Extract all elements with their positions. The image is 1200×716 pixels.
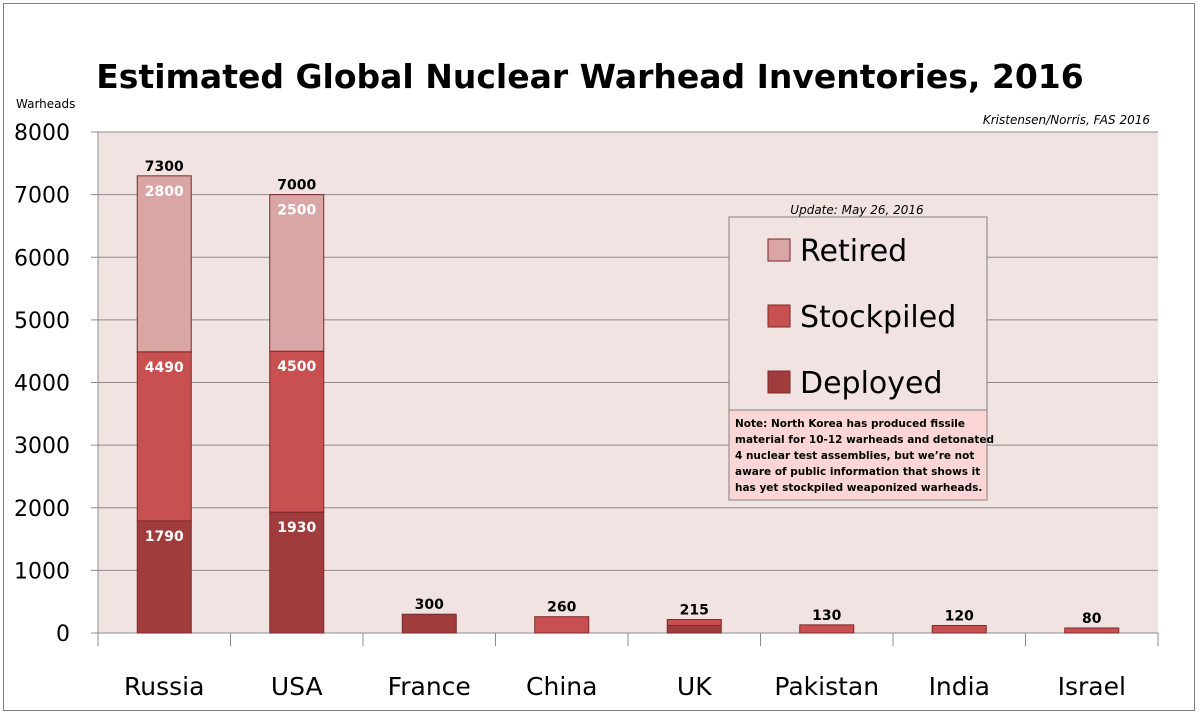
bar-france-deployed xyxy=(401,613,457,634)
y-tick-label: 8000 xyxy=(14,121,70,146)
total-label: 7000 xyxy=(277,178,316,194)
segment-label: 4500 xyxy=(277,359,316,375)
segment-label: 4490 xyxy=(145,360,184,376)
y-tick-label: 3000 xyxy=(14,434,70,459)
total-label: 120 xyxy=(945,608,974,624)
x-tick-label: Russia xyxy=(124,672,204,701)
y-tick-label: 6000 xyxy=(14,246,70,271)
note-box xyxy=(728,409,988,501)
x-axis: Russia USA France China UK Pakistan India Israe… xyxy=(97,633,1159,701)
data-labels: 1790 4490 2800 7300 1930 4500 2500 7000 300 260 21… xyxy=(145,159,1102,627)
bar-india-stockpiled xyxy=(931,624,987,634)
x-tick-label: France xyxy=(388,672,471,701)
y-tick-label: 2000 xyxy=(14,497,70,522)
source-credit: Kristensen/Norris, FAS 2016 xyxy=(983,113,1151,127)
chart-title: Estimated Global Nuclear Warhead Invento… xyxy=(96,57,1083,96)
bar-russia-deployed xyxy=(136,520,192,634)
x-tick-label: USA xyxy=(271,672,323,701)
legend-swatch-deployed xyxy=(767,370,791,394)
total-label: 215 xyxy=(680,603,709,619)
legend-label-retired: Retired xyxy=(800,234,907,269)
bar-israel-stockpiled xyxy=(1064,627,1120,634)
bar-russia-retired xyxy=(136,175,192,353)
x-tick-label: UK xyxy=(677,672,712,701)
x-tick-label: Israel xyxy=(1058,672,1126,701)
segment-label: 1790 xyxy=(145,529,184,545)
segment-label: 2500 xyxy=(277,203,316,219)
bar-usa-retired xyxy=(269,194,325,352)
legend-label-deployed: Deployed xyxy=(800,366,943,401)
total-label: 7300 xyxy=(145,159,184,175)
bar-china-stockpiled xyxy=(534,616,590,634)
segment-label: 2800 xyxy=(145,184,184,200)
x-tick-label: Pakistan xyxy=(774,672,879,701)
bar-usa-stockpiled xyxy=(269,350,325,513)
y-tick-label: 5000 xyxy=(14,309,70,334)
y-tick-label: 1000 xyxy=(14,559,70,584)
bars xyxy=(136,175,1120,634)
total-label: 130 xyxy=(812,608,841,624)
y-tick-label: 4000 xyxy=(14,372,70,397)
x-tick-label: China xyxy=(526,672,597,701)
bar-usa-deployed xyxy=(269,511,325,634)
total-label: 300 xyxy=(415,597,444,613)
total-label: 260 xyxy=(547,600,576,616)
note-line: aware of public information that shows i… xyxy=(735,466,980,478)
note-line: 4 nuclear test assemblies, but we’re not xyxy=(735,450,974,462)
legend-label-stockpiled: Stockpiled xyxy=(800,300,956,335)
y-tick-label: 0 xyxy=(56,622,70,647)
x-tick-label: India xyxy=(929,672,990,701)
y-axis: 0 1000 2000 3000 4000 5000 6000 7000 8000 xyxy=(14,121,99,647)
note-line: material for 10-12 warheads and detonate… xyxy=(735,434,994,446)
update-date: Update: May 26, 2016 xyxy=(790,203,924,217)
note-line: has yet stockpiled weaponized warheads. xyxy=(735,482,982,494)
bar-uk-stockpiled xyxy=(666,619,722,626)
north-korea-note: Note: North Korea has produced fissile ma… xyxy=(728,409,994,501)
bar-russia-stockpiled xyxy=(136,351,192,522)
y-axis-label: Warheads xyxy=(16,97,75,111)
bar-uk-deployed xyxy=(666,624,722,634)
legend-swatch-stockpiled xyxy=(767,304,791,328)
note-line: Note: North Korea has produced fissile xyxy=(735,418,965,430)
total-label: 80 xyxy=(1082,611,1102,627)
legend-swatch-retired xyxy=(767,238,791,262)
bar-pakistan-stockpiled xyxy=(799,624,855,634)
y-tick-label: 7000 xyxy=(14,184,70,209)
segment-label: 1930 xyxy=(277,520,316,536)
